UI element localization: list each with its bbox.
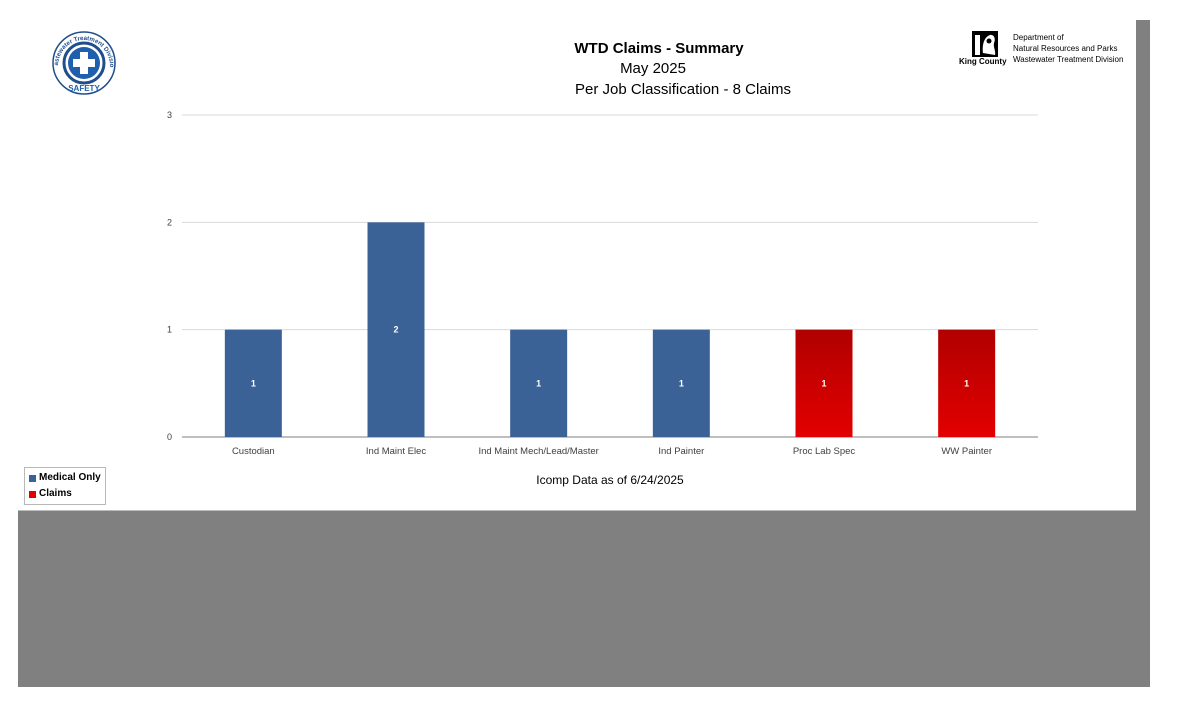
legend-item-claims: Claims <box>29 487 72 501</box>
legend-swatch-medical-only <box>29 474 36 482</box>
bar-data-label: 1 <box>964 378 969 388</box>
seal-banner-text: SAFETY <box>68 84 100 93</box>
y-tick-label: 3 <box>167 110 172 120</box>
department-line: Natural Resources and Parks <box>1013 44 1118 53</box>
bar-data-label: 1 <box>821 378 826 388</box>
y-tick-label: 1 <box>167 325 172 335</box>
legend-item-medical-only: Medical Only <box>29 471 101 485</box>
bar-ww-painter <box>938 329 996 437</box>
legend-swatch-claims <box>29 490 36 498</box>
x-tick-label: Ind Maint Elec <box>366 446 426 457</box>
y-tick-label: 0 <box>167 432 172 442</box>
legend-label: Medical Only <box>39 472 101 483</box>
bar-proc-lab-spec <box>795 329 853 437</box>
bar-data-label: 2 <box>393 325 398 335</box>
x-tick-label: Proc Lab Spec <box>793 446 856 457</box>
department-line: Wastewater Treatment Division <box>1013 55 1124 64</box>
legend-label: Claims <box>39 488 72 499</box>
bar-custodian <box>224 329 282 437</box>
bar-ind-painter <box>652 329 710 437</box>
x-tick-label: Ind Painter <box>658 446 704 457</box>
safety-seal-logo: Wastewater Treatment Division SAFETY <box>45 30 116 95</box>
king-county-mark-icon <box>972 31 998 57</box>
bar-ind-maint-elec <box>367 222 425 437</box>
king-county-logo: King County Department of Natural Resour… <box>958 30 1138 70</box>
chart-subtitle: Per Job Classification - 8 Claims <box>575 81 791 98</box>
king-county-name: King County <box>959 57 1007 66</box>
bar-data-label: 1 <box>679 378 684 388</box>
department-line: Department of <box>1013 33 1064 42</box>
y-tick-label: 2 <box>167 217 172 227</box>
data-date-note: Icomp Data as of 6/24/2025 <box>536 473 684 487</box>
chart-title: WTD Claims - Summary <box>574 40 744 57</box>
x-tick-label: WW Painter <box>941 446 992 457</box>
chart-month: May 2025 <box>620 60 686 77</box>
x-tick-label: Ind Maint Mech/Lead/Master <box>478 446 598 457</box>
chart-legend: Medical Only Claims <box>24 467 106 505</box>
bar-ind-maint-mech-lead-master <box>510 329 568 437</box>
bar-data-label: 1 <box>251 378 256 388</box>
x-tick-label: Custodian <box>232 446 275 457</box>
department-block: Department of Natural Resources and Park… <box>1013 32 1123 65</box>
bar-data-label: 1 <box>536 378 541 388</box>
